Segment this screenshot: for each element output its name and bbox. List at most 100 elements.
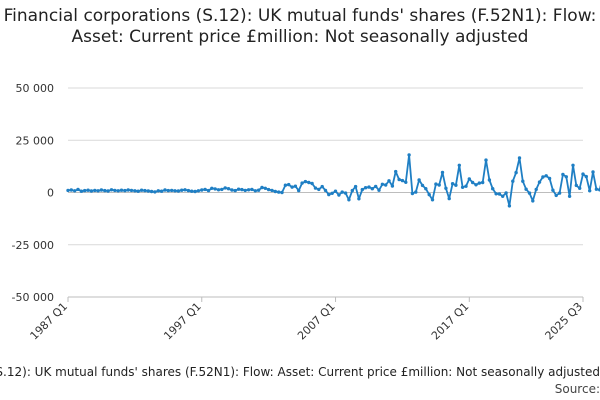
- data-point: [66, 188, 70, 193]
- data-point: [387, 179, 391, 183]
- data-point: [531, 199, 535, 203]
- caption-area: Financial corporations (S.12): UK mutual…: [0, 365, 600, 399]
- data-point: [504, 191, 508, 195]
- data-point: [537, 180, 542, 184]
- data-point: [377, 188, 381, 192]
- data-point: [307, 180, 311, 185]
- data-point: [414, 190, 418, 194]
- data-point: [83, 188, 87, 193]
- data-point: [517, 156, 522, 160]
- data-point: [491, 187, 495, 191]
- data-point: [86, 188, 90, 192]
- data-point: [407, 153, 411, 157]
- data-point: [170, 188, 174, 193]
- data-series: [67, 153, 600, 207]
- data-point: [119, 188, 124, 192]
- source-label: Source:: [554, 382, 600, 396]
- y-tick-label: -50 000: [12, 291, 54, 304]
- data-point: [287, 182, 291, 187]
- data-point: [394, 169, 398, 174]
- data-point: [260, 185, 264, 190]
- data-point: [250, 187, 254, 192]
- data-point: [200, 188, 204, 192]
- data-point: [434, 182, 438, 186]
- data-point: [290, 185, 294, 189]
- data-point: [397, 177, 401, 182]
- data-point: [534, 187, 538, 192]
- data-point: [73, 189, 77, 193]
- data-point: [323, 188, 328, 193]
- data-point: [256, 188, 261, 192]
- data-point: [173, 189, 177, 193]
- data-point: [123, 188, 127, 193]
- data-point: [501, 194, 505, 198]
- data-point: [363, 186, 368, 190]
- data-point: [454, 183, 458, 187]
- data-point: [146, 189, 150, 193]
- data-point: [524, 187, 528, 191]
- y-axis: 50 000 25 000 0 -25 000 -50 000: [12, 82, 54, 304]
- data-point: [159, 189, 164, 193]
- line-chart: 50 000 25 000 0 -25 000 -50 000 1987 Q1 1997 …: [12, 82, 600, 343]
- data-point: [404, 180, 408, 184]
- data-point: [216, 188, 221, 192]
- data-point: [464, 184, 468, 188]
- data-point: [283, 183, 288, 187]
- data-point: [511, 179, 515, 183]
- data-point: [337, 193, 341, 197]
- data-points: [66, 153, 600, 208]
- y-tick-label: 0: [47, 187, 54, 200]
- data-point: [230, 188, 234, 192]
- data-point: [370, 187, 374, 191]
- data-point: [277, 190, 281, 194]
- data-point: [109, 188, 114, 192]
- data-point: [176, 189, 181, 193]
- data-point: [297, 188, 301, 193]
- data-point: [183, 188, 187, 192]
- data-point: [554, 193, 558, 198]
- data-point: [547, 176, 552, 181]
- data-point: [514, 170, 518, 175]
- data-point: [320, 184, 324, 189]
- data-point: [79, 189, 84, 193]
- data-point: [220, 187, 224, 192]
- data-point: [420, 183, 425, 188]
- data-point: [343, 191, 348, 195]
- x-tick-label: 1997 Q1: [161, 300, 204, 343]
- data-point: [481, 180, 485, 185]
- data-point: [551, 188, 555, 192]
- caption-text: Financial corporations (S.12): UK mutual…: [0, 365, 600, 379]
- data-point: [273, 189, 277, 194]
- data-point: [103, 188, 107, 193]
- data-point: [347, 198, 351, 202]
- data-point: [129, 188, 134, 193]
- data-point: [236, 187, 241, 191]
- data-point: [424, 187, 428, 191]
- data-point: [384, 183, 388, 187]
- data-point: [327, 192, 331, 197]
- data-point: [203, 187, 207, 192]
- data-point: [136, 189, 140, 193]
- data-point: [196, 189, 201, 193]
- x-tick-label: 2017 Q1: [429, 300, 472, 343]
- data-point: [223, 186, 227, 190]
- data-point: [574, 183, 578, 188]
- data-point: [527, 191, 532, 195]
- data-point: [374, 184, 378, 189]
- y-tick-label: 25 000: [16, 134, 55, 147]
- data-point: [367, 185, 371, 189]
- data-point: [116, 189, 120, 193]
- data-point: [139, 188, 144, 192]
- data-point: [340, 190, 344, 194]
- x-tick-label: 2025 Q3: [543, 300, 586, 343]
- data-point: [253, 189, 257, 193]
- data-point: [96, 189, 100, 193]
- data-point: [99, 188, 104, 192]
- data-point: [270, 188, 274, 193]
- data-point: [581, 172, 585, 176]
- data-point: [484, 158, 488, 162]
- data-point: [246, 188, 251, 192]
- data-point: [206, 188, 211, 193]
- data-point: [427, 192, 431, 197]
- data-point: [330, 191, 334, 195]
